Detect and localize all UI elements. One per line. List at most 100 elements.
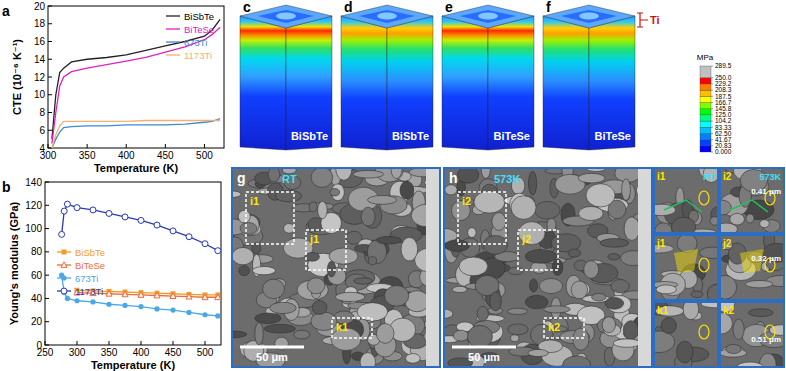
sem-grain: [400, 181, 414, 199]
panel-label: d: [344, 0, 353, 15]
y-tick: [45, 182, 49, 183]
highlight: [699, 191, 709, 205]
y-tick-label: 18: [34, 18, 46, 29]
block-top-face: [543, 5, 635, 28]
x-tick-label: 350: [79, 150, 96, 161]
sem-grain: [311, 168, 333, 187]
y-tick: [45, 345, 49, 346]
highlight: [699, 258, 709, 272]
material-label: BiTeSe: [595, 130, 631, 142]
legend-swatch: [166, 28, 180, 29]
sem-grain: [474, 191, 505, 213]
block-top-face: [240, 5, 332, 28]
sem-grain: [534, 201, 560, 219]
series-group: [59, 201, 221, 318]
y-tick: [48, 94, 52, 95]
y-tick: [48, 77, 52, 78]
sem-grain: [539, 279, 562, 294]
x-tick-label: 300: [69, 347, 86, 358]
legend-label: BiTeSe: [184, 24, 214, 35]
sem-grain: [445, 240, 470, 252]
sem-grain: [511, 335, 519, 342]
y-tick: [45, 298, 49, 299]
condition-label: RT: [282, 173, 297, 185]
colorbar-label: 145.8: [715, 105, 732, 112]
sem-grain: [511, 196, 536, 220]
x-tick: [87, 144, 88, 148]
sem-image: i2573K0.41 μm: [713, 161, 784, 236]
sem-grain: [406, 354, 421, 364]
sem-grain: [263, 279, 285, 299]
panel-label: g: [237, 170, 246, 186]
x-tick: [173, 341, 174, 345]
colorbar-segment: [700, 96, 711, 102]
x-axis-label: Temperature (K): [94, 162, 178, 174]
y-tick-label: 6: [39, 125, 45, 136]
marker: [154, 306, 159, 311]
legend-swatch: [166, 15, 180, 16]
colorbar-tick: [711, 114, 713, 115]
y-tick: [48, 59, 52, 60]
sem-image: i1RT: [647, 160, 726, 239]
colorbar-tick: [711, 108, 713, 109]
x-tick: [204, 144, 205, 148]
inset-label: k2: [723, 305, 735, 316]
sem-grain: [691, 291, 703, 298]
x-tick-label: 400: [133, 347, 150, 358]
colorbar-label: 125.0: [715, 111, 732, 118]
marker: [61, 275, 66, 280]
legend-label: 673Ti: [75, 273, 98, 284]
sem-grain: [677, 341, 694, 363]
marker: [65, 296, 70, 301]
sem-grain: [568, 249, 581, 257]
block-right-face: [589, 16, 635, 150]
colorbar-tick: [711, 145, 713, 146]
colorbar-tick: [711, 102, 713, 103]
panel-border: [720, 235, 784, 300]
measurement-label: 0.32 μm: [751, 254, 781, 263]
sem-grain: [309, 202, 317, 212]
marker: [202, 312, 207, 317]
sem-grain: [445, 185, 457, 195]
sem-grain: [611, 280, 630, 293]
legend: BiSbTeBiTeSe673Ti1173Ti: [166, 11, 214, 61]
block-left-face: [543, 16, 589, 150]
marker: [90, 207, 96, 213]
marker: [186, 293, 192, 299]
panel-border: [654, 168, 718, 233]
sem-grain: [401, 237, 418, 261]
y-tick: [45, 205, 49, 206]
colorbar-segment: [700, 140, 711, 146]
y-tick: [45, 275, 49, 276]
y-tick-label: 140: [25, 177, 42, 188]
marker: [122, 303, 127, 308]
zoom-box-label: i2: [462, 195, 471, 207]
sem-grain: [255, 323, 263, 345]
x-tick-label: 350: [101, 347, 118, 358]
sem-grain: [468, 228, 476, 238]
sem-grain: [730, 213, 745, 225]
marker: [170, 307, 175, 312]
colorbar-segment: [700, 121, 711, 127]
colorbar-label: 0.000: [715, 148, 732, 155]
sem-grain: [376, 236, 401, 244]
sem-grain: [232, 191, 241, 197]
legend-label: 1173Ti: [75, 286, 103, 297]
legend-label: BiSbTe: [75, 247, 105, 258]
colorbar-label: 250.0: [715, 74, 732, 81]
sem-grain: [720, 200, 731, 215]
sem-grain: [613, 339, 641, 347]
panel-label: c: [243, 0, 251, 15]
zoom-box: [246, 192, 294, 244]
colorbar-tick: [711, 66, 713, 67]
x-tick: [126, 144, 127, 148]
sem-grain: [508, 267, 523, 274]
sem-grain: [602, 317, 615, 333]
sem-grain: [477, 306, 488, 321]
colorbar-tick: [711, 77, 713, 78]
x-tick-label: 400: [118, 150, 135, 161]
marker: [64, 201, 70, 207]
sem-image: j20.32 μm: [713, 229, 786, 300]
marker: [138, 304, 143, 309]
sem-grain: [459, 257, 488, 276]
